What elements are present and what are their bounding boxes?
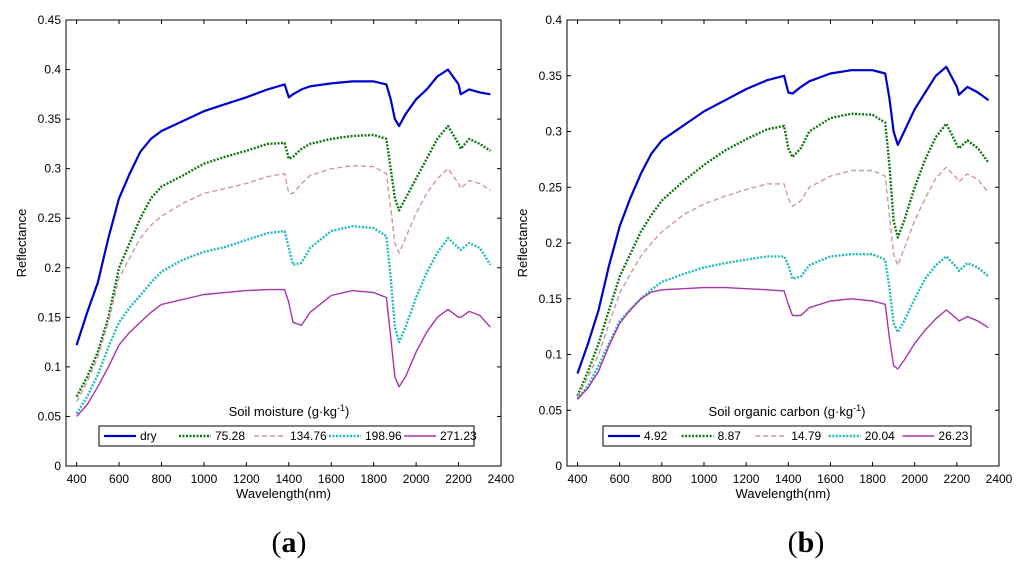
series-line-2 — [75, 124, 492, 398]
y-tick-label: 0.35 — [539, 69, 563, 83]
x-tick-label: 2200 — [445, 472, 472, 486]
series-line-2 — [576, 112, 990, 397]
x-tick-label: 2400 — [986, 472, 1013, 486]
x-tick-label: 800 — [652, 472, 672, 486]
legend-entry-1: dry — [140, 429, 157, 443]
y-tick-label: 0 — [555, 459, 562, 473]
series-line-3 — [75, 164, 491, 402]
x-tick-label: 2000 — [901, 472, 928, 486]
x-axis-label: Wavelength(nm) — [236, 486, 331, 501]
x-tick-label: 1000 — [191, 472, 218, 486]
y-tick-label: 0.15 — [38, 310, 62, 324]
legend-entry-4: 198.96 — [365, 429, 402, 443]
legend-entry-2: 8.87 — [718, 429, 742, 443]
y-tick-label: 0.1 — [44, 360, 61, 374]
y-tick-label: 0.35 — [38, 112, 62, 126]
y-tick-label: 0.2 — [44, 261, 61, 275]
x-tick-label: 2000 — [403, 472, 430, 486]
legend-entry-5: 271.23 — [440, 429, 477, 443]
legend-title: Soil moisture (g·kg-1) — [229, 403, 350, 419]
legend-box — [602, 425, 972, 447]
y-tick-label: 0.3 — [44, 162, 61, 176]
x-tick-label: 800 — [151, 472, 171, 486]
y-tick-label: 0.25 — [539, 180, 563, 194]
panel-label: (b) — [788, 526, 825, 559]
plot-area — [65, 19, 502, 467]
x-tick-label: 2200 — [944, 472, 971, 486]
chart-panel-2: 400 600 800 1000 1200 1400 1600 1800 2000 2200 240… — [515, 13, 1013, 559]
y-tick-label: 0.2 — [545, 236, 562, 250]
x-tick-label: 1000 — [691, 472, 718, 486]
x-tick-label: 1200 — [233, 472, 260, 486]
plot-area — [566, 19, 1000, 467]
y-tick-label: 0.4 — [545, 13, 562, 27]
series-line-1 — [75, 68, 491, 346]
y-tick-label: 0.3 — [545, 125, 562, 139]
y-tick-label: 0.45 — [38, 13, 62, 27]
x-tick-label: 600 — [610, 472, 630, 486]
series-line-1 — [576, 65, 990, 374]
series-line-5 — [76, 288, 491, 417]
legend-entry-3: 134.76 — [290, 429, 327, 443]
y-tick-label: 0.15 — [539, 292, 563, 306]
legend-entry-4: 20.04 — [865, 429, 895, 443]
series-line-5 — [576, 286, 989, 400]
legend-box — [98, 425, 475, 447]
y-axis-label: Reflectance — [14, 209, 29, 278]
x-tick-label: 400 — [568, 472, 588, 486]
x-tick-label: 1400 — [775, 472, 802, 486]
x-tick-label: 1800 — [859, 472, 886, 486]
y-tick-label: 0.05 — [539, 403, 563, 417]
legend-entry-3: 14.79 — [791, 429, 821, 443]
legend-entry-2: 75.28 — [215, 429, 245, 443]
x-tick-label: 400 — [67, 472, 87, 486]
y-tick-label: 0.1 — [545, 348, 562, 362]
x-tick-label: 1200 — [733, 472, 760, 486]
x-tick-label: 1400 — [275, 472, 302, 486]
x-tick-label: 1800 — [360, 472, 387, 486]
x-tick-label: 2400 — [488, 472, 515, 486]
chart-panel-1: 400 600 800 1000 1200 1400 1600 1800 2000 2200 240… — [14, 13, 515, 559]
y-axis-label: Reflectance — [515, 209, 530, 278]
x-tick-label: 1600 — [817, 472, 844, 486]
y-tick-label: 0.25 — [38, 211, 62, 225]
legend-entry-5: 26.23 — [938, 429, 968, 443]
x-tick-label: 600 — [109, 472, 129, 486]
series-line-3 — [576, 166, 990, 398]
y-tick-label: 0 — [54, 459, 61, 473]
legend-entry-1: 4.92 — [644, 429, 668, 443]
y-tick-label: 0.4 — [44, 63, 61, 77]
legend-title: Soil organic carbon (g·kg-1) — [709, 403, 866, 419]
y-tick-label: 0.05 — [38, 409, 62, 423]
x-tick-label: 1600 — [318, 472, 345, 486]
x-axis-label: Wavelength(nm) — [736, 486, 831, 501]
panel-label: (a) — [272, 526, 307, 559]
